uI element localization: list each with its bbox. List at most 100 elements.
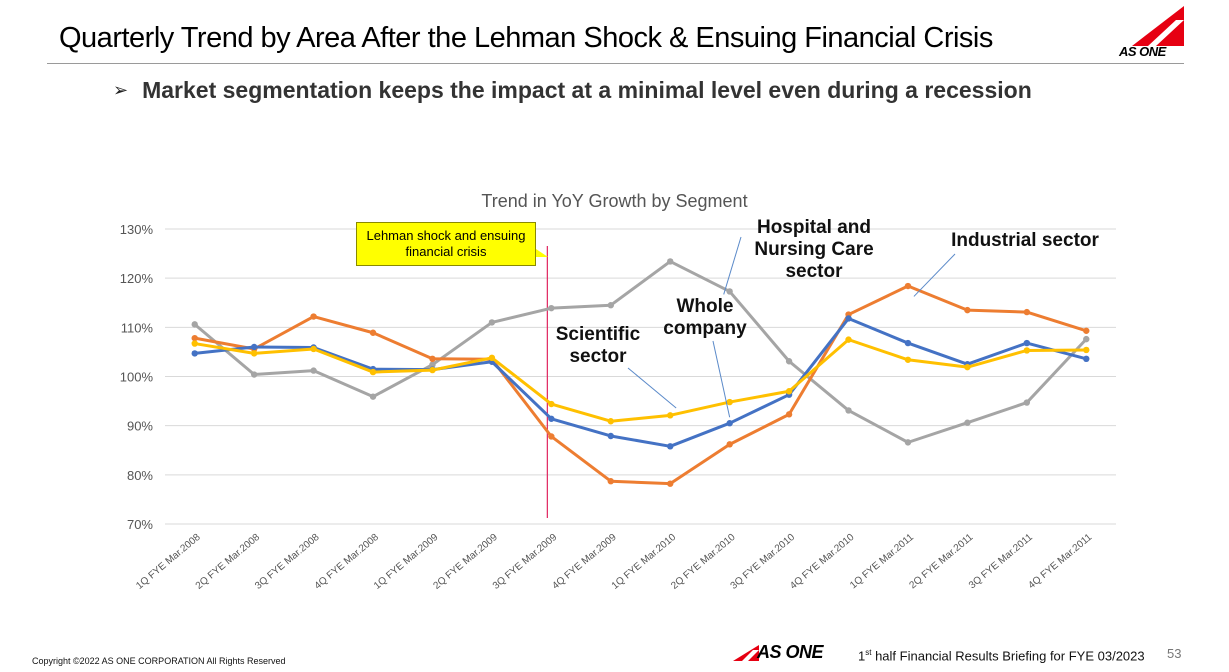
footer-brief-ordinal: 1 [858,648,866,664]
footer-brief-rest: half Financial Results Briefing for FYE … [871,648,1145,664]
series-line-industrial [194,284,1087,486]
x-tick-label: 1Q FYE Mar.2009 [372,532,441,592]
leader-line-scientific [627,367,677,409]
logo-red-triangle [1132,6,1184,46]
footer-briefing-label: 1st half Financial Results Briefing for … [858,648,1145,663]
data-point-scientific [667,412,674,419]
data-point-industrial [1023,308,1031,316]
footer-logo-text: AS ONE [757,642,824,662]
data-point-hospital [1083,335,1090,343]
data-point-industrial [191,334,198,342]
x-tick-label: 1Q FYE Mar.2010 [610,532,679,592]
data-point-whole [191,350,198,357]
data-point-scientific [429,366,436,374]
data-point-scientific [1023,347,1031,354]
leader-line-whole [712,340,731,418]
data-point-industrial [607,478,614,485]
event-callout: Lehman shock and ensuing financial crisi… [356,222,536,266]
data-point-hospital [488,319,496,326]
x-tick-label: 3Q FYE Mar.2008 [253,532,322,592]
data-point-hospital [1023,399,1031,406]
data-point-industrial [310,313,317,320]
data-point-scientific [964,363,971,371]
as-one-logo-icon [1132,6,1184,46]
annotation-hospital: Hospital and Nursing Care sector [754,217,874,282]
page-number: 53 [1167,646,1182,661]
data-point-scientific [488,354,496,362]
data-point-scientific [369,368,377,376]
chart-title: Trend in YoY Growth by Segment [481,191,748,211]
data-point-hospital [548,304,555,312]
data-point-industrial [369,329,377,336]
data-point-whole [845,315,852,322]
data-point-industrial [1083,327,1090,334]
logo-white-stripe [1148,20,1184,46]
x-tick-label: 3Q FYE Mar.2009 [491,532,560,592]
x-tick-label: 1Q FYE Mar.2008 [134,532,203,592]
series-line-scientific [194,338,1087,423]
data-point-scientific [250,350,258,357]
data-point-hospital [250,371,258,378]
data-point-hospital [310,367,317,374]
data-point-industrial [429,355,436,362]
data-point-industrial [667,480,674,487]
slide-title: Quarterly Trend by Area After the Lehman… [59,22,993,54]
data-point-scientific [548,400,555,408]
footer-logo-triangle [733,645,759,661]
x-tick-label: 3Q FYE Mar.2010 [729,532,798,592]
data-point-scientific [607,418,614,425]
data-point-hospital [904,439,912,446]
data-point-whole [607,432,614,440]
title-divider [47,63,1184,64]
series-line-whole [194,316,1087,448]
x-tick-label: 3Q FYE Mar.2011 [967,532,1035,592]
data-point-whole [548,415,555,422]
y-tick-label: 90% [127,419,153,434]
data-point-scientific [904,356,912,363]
data-point-whole [667,443,674,450]
subtitle: Market segmentation keeps the impact at … [142,77,1032,103]
data-point-industrial [726,441,733,448]
copyright: Copyright ©2022 AS ONE CORPORATION All R… [32,656,286,666]
y-tick-label: 70% [127,517,153,532]
x-tick-label: 2Q FYE Mar.2011 [908,532,976,592]
annotation-industrial: Industrial sector [951,230,1099,251]
logo-text: AS ONE [1119,44,1166,59]
data-point-industrial [785,411,793,418]
x-tick-label: 4Q FYE Mar.2011 [1026,532,1094,592]
data-point-scientific [191,340,198,347]
data-point-hospital [667,258,674,265]
data-point-industrial [548,433,555,440]
data-point-whole [1083,355,1090,362]
data-point-hospital [429,361,436,368]
footer-brief-suffix: st [865,648,872,657]
data-point-scientific [845,336,852,343]
y-tick-label: 120% [120,271,154,286]
x-tick-label: 2Q FYE Mar.2009 [431,532,500,592]
y-tick-label: 110% [121,320,154,335]
event-callout-pointer [536,249,548,257]
leader-line-hospital [723,236,742,295]
data-point-hospital [726,288,733,295]
x-tick-label: 4Q FYE Mar.2009 [550,532,619,592]
x-tick-label: 2Q FYE Mar.2008 [194,532,263,592]
series-line-hospital [193,259,1088,444]
data-point-hospital [369,393,377,400]
footer-logo-icon [733,645,759,661]
data-point-hospital [845,407,852,414]
x-tick-label: 1Q FYE Mar.2011 [848,532,916,592]
data-point-hospital [964,419,971,426]
footer-logo-stripe [742,650,759,661]
bullet-arrow-icon: ➢ [113,80,129,100]
leader-line-industrial [913,253,956,297]
data-point-whole [904,339,912,347]
data-point-hospital [191,321,198,328]
data-point-scientific [726,398,733,406]
data-point-industrial [964,306,971,314]
data-point-hospital [785,358,793,365]
data-point-scientific [1083,346,1090,354]
data-point-whole [726,420,733,427]
subtitle-row: ➢ Market segmentation keeps the impact a… [113,77,1032,104]
data-point-hospital [607,302,614,309]
